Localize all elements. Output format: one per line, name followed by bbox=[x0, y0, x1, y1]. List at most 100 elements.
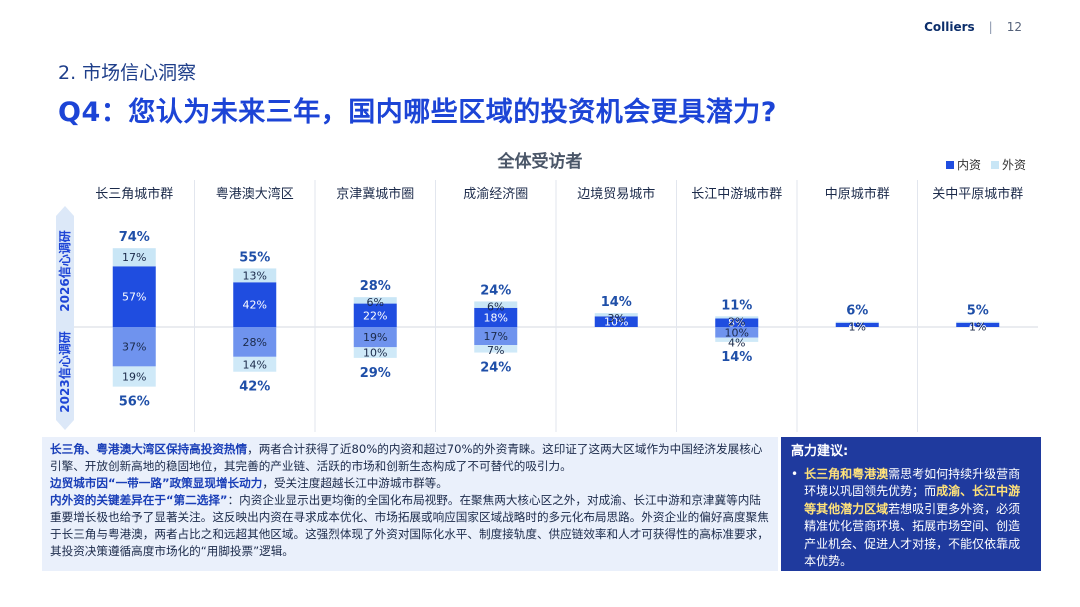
bar-domestic-2026 bbox=[474, 307, 518, 327]
bar-label-foreign-2026: 6% bbox=[487, 300, 504, 313]
bar-domestic-2023 bbox=[233, 327, 277, 357]
bar-foreign-2026 bbox=[353, 297, 397, 304]
legend-label-domestic: 内资 bbox=[956, 158, 981, 172]
category-label: 中原城市群 bbox=[825, 186, 890, 202]
brand-logo: Colliers bbox=[924, 20, 975, 34]
advice-panel: 高力建议: • 长三角和粤港澳需思考如何持续升级营商环境以巩固领先优势；而成渝、… bbox=[781, 437, 1041, 571]
advice-highlight-1: 长三角和粤港澳 bbox=[804, 466, 889, 481]
bar-foreign-2026 bbox=[594, 313, 638, 317]
advice-text-2: 若想吸引更多外资，必须精准优化营商环境、拓展市场空间、创造产业机会、促进人才对接… bbox=[804, 501, 1021, 569]
period-arrow-2023 bbox=[56, 327, 74, 430]
bar-foreign-2026 bbox=[474, 301, 518, 308]
total-label-2026: 28% bbox=[360, 279, 391, 294]
bar-domestic-2023 bbox=[715, 327, 759, 338]
bar-label-foreign-2023: 19% bbox=[122, 371, 146, 384]
legend-item-domestic: 内资 bbox=[945, 156, 981, 173]
category-label: 成渝经济圈 bbox=[463, 186, 528, 202]
question-title: Q4：您认为未来三年，国内哪些区域的投资机会更具潜力? bbox=[58, 97, 777, 128]
advice-heading: 高力建议: bbox=[791, 444, 849, 459]
bar-chart: 2026信心调研 2023信心调研 长三角城市群 57% 17% 74% 37% 19% 56%… bbox=[56, 180, 1038, 432]
bar-label-domestic-2023: 28% bbox=[243, 336, 267, 349]
bar-label-domestic-2026: 8% bbox=[728, 317, 745, 330]
findings-panel: 长三角、粤港澳大湾区保持高投资热情，两者合计获得了近80%的内资和超过70%的外… bbox=[42, 437, 778, 571]
legend-item-foreign: 外资 bbox=[990, 156, 1026, 173]
total-label-2023: 29% bbox=[360, 366, 391, 381]
bar-label-domestic-2023: 17% bbox=[484, 330, 508, 343]
bar-domestic-2026 bbox=[835, 322, 879, 327]
category-label: 长三角城市群 bbox=[95, 186, 173, 202]
bar-label-domestic-2026: 42% bbox=[243, 299, 267, 312]
period-arrow-2026 bbox=[56, 206, 74, 327]
bar-foreign-2026 bbox=[956, 321, 1000, 323]
total-label-2023: 14% bbox=[721, 350, 752, 365]
page-number: 12 bbox=[1006, 20, 1022, 34]
bar-domestic-2023 bbox=[474, 327, 518, 346]
legend-swatch-foreign bbox=[990, 161, 999, 169]
header-bar: Colliers | 12 bbox=[924, 20, 1022, 34]
bar-domestic-2023 bbox=[353, 327, 397, 348]
bar-label-domestic-2026: 10% bbox=[604, 316, 628, 329]
finding-3-text: ：内资企业显示出更均衡的全国化布局视野。在聚焦两大核心区之外，对成渝、长江中游和… bbox=[50, 493, 769, 558]
bar-foreign-2023 bbox=[112, 366, 156, 387]
chart-legend: 内资 外资 bbox=[945, 156, 1026, 173]
total-label-2023: 56% bbox=[119, 395, 150, 410]
finding-2: 边贸城市因“一带一路”政策显现增长动力，受关注度超越长江中游城市群等。 bbox=[50, 475, 770, 492]
finding-2-text: ，受关注度超越长江中游城市群等。 bbox=[262, 476, 448, 490]
total-label-2026: 11% bbox=[721, 298, 752, 313]
bar-domestic-2026 bbox=[715, 318, 759, 327]
section-title: 2. 市场信心洞察 bbox=[58, 62, 197, 84]
bar-label-foreign-2026: 3% bbox=[608, 312, 625, 325]
bar-label-domestic-2026: 4% bbox=[849, 319, 866, 332]
total-label-2026: 55% bbox=[239, 250, 270, 265]
advice-highlight-2: 成渝、长江中游等其他潜力区域 bbox=[804, 484, 1021, 516]
bar-domestic-2026 bbox=[353, 303, 397, 327]
header-separator: | bbox=[988, 20, 993, 34]
finding-2-heading: 边贸城市因“一带一路”政策显现增长动力 bbox=[50, 476, 263, 490]
total-label-2023: 42% bbox=[239, 380, 270, 395]
advice-body: • 长三角和粤港澳需思考如何持续升级营商环境以巩固领先优势；而成渝、长江中游等其… bbox=[791, 466, 1031, 571]
bar-label-foreign-2023: 10% bbox=[363, 347, 387, 360]
total-label-2026: 24% bbox=[480, 283, 511, 298]
bar-label-domestic-2026: 18% bbox=[484, 311, 508, 324]
bar-label-foreign-2023: 7% bbox=[487, 344, 504, 357]
bar-label-foreign-2026: 17% bbox=[122, 251, 146, 264]
bar-domestic-2026 bbox=[594, 316, 638, 327]
bar-foreign-2023 bbox=[474, 345, 518, 353]
category-label: 边境贸易城市 bbox=[577, 186, 655, 202]
bar-foreign-2026 bbox=[233, 268, 277, 283]
finding-1-text: ，两者合计获得了近80%的内资和超过70%的外资青睐。这印证了这两大区域作为中国… bbox=[50, 442, 763, 473]
bar-domestic-2026 bbox=[112, 266, 156, 327]
bar-label-domestic-2023: 10% bbox=[725, 326, 749, 339]
total-label-2026: 74% bbox=[119, 230, 150, 245]
category-label: 京津冀城市圈 bbox=[336, 186, 414, 202]
bullet-icon: • bbox=[791, 466, 799, 481]
total-label-2026: 6% bbox=[846, 304, 868, 319]
finding-1-heading: 长三角、粤港澳大湾区保持高投资热情 bbox=[50, 442, 248, 456]
finding-3-heading: 内外资的关键差异在于“第二选择” bbox=[50, 493, 228, 507]
bar-label-domestic-2026: 57% bbox=[122, 291, 146, 304]
total-label-2026: 14% bbox=[601, 295, 632, 310]
bar-foreign-2023 bbox=[715, 337, 759, 342]
category-label: 粤港澳大湾区 bbox=[216, 186, 294, 202]
bar-foreign-2026 bbox=[112, 248, 156, 267]
bar-domestic-2026 bbox=[233, 282, 277, 327]
bar-foreign-2023 bbox=[353, 347, 397, 358]
bar-label-domestic-2023: 37% bbox=[122, 341, 146, 354]
category-label: 关中平原城市群 bbox=[932, 186, 1023, 202]
chart-title: 全体受访者 bbox=[497, 152, 583, 172]
legend-label-foreign: 外资 bbox=[1001, 158, 1026, 172]
bar-foreign-2026 bbox=[715, 316, 759, 319]
bar-label-foreign-2026: 1% bbox=[849, 321, 866, 334]
finding-3: 内外资的关键差异在于“第二选择”：内资企业显示出更均衡的全国化布局视野。在聚焦两… bbox=[50, 492, 770, 560]
bar-label-foreign-2026: 13% bbox=[243, 269, 267, 282]
bar-label-foreign-2023: 14% bbox=[243, 358, 267, 371]
advice-text: 长三角和粤港澳需思考如何持续升级营商环境以巩固领先优势；而成渝、长江中游等其他潜… bbox=[804, 466, 1031, 571]
category-label: 长江中游城市群 bbox=[691, 186, 782, 202]
bar-foreign-2026 bbox=[835, 321, 879, 323]
legend-swatch-domestic bbox=[945, 161, 954, 169]
bar-foreign-2023 bbox=[233, 356, 277, 372]
bar-label-foreign-2026: 1% bbox=[969, 321, 986, 334]
bar-label-domestic-2026: 22% bbox=[363, 309, 387, 322]
bar-label-foreign-2026: 2% bbox=[728, 315, 745, 328]
bar-domestic-2023 bbox=[112, 327, 156, 367]
